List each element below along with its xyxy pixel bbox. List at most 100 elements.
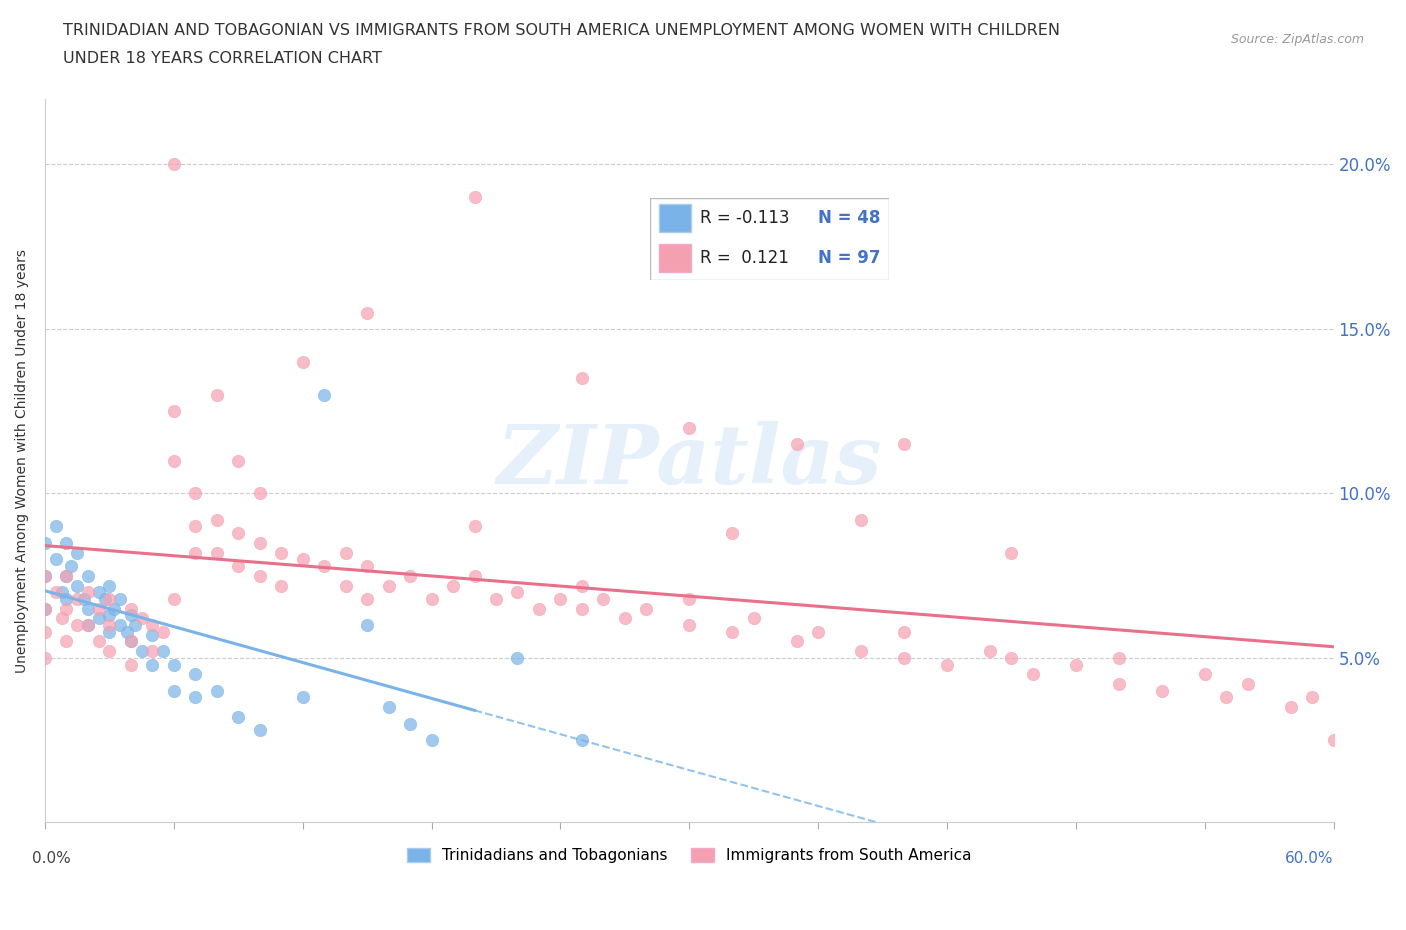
Point — [87, 601, 110, 616]
Point — [936, 658, 959, 672]
Point — [506, 650, 529, 665]
Text: N = 97: N = 97 — [817, 248, 880, 267]
Text: Source: ZipAtlas.com: Source: ZipAtlas.com — [1230, 33, 1364, 46]
Point — [55, 601, 77, 616]
Point — [141, 628, 163, 643]
Point — [420, 591, 443, 606]
Point — [849, 644, 872, 658]
Point — [592, 591, 614, 606]
Point — [1279, 700, 1302, 715]
Point — [270, 578, 292, 593]
Point — [141, 618, 163, 632]
FancyBboxPatch shape — [650, 197, 890, 280]
Point — [184, 486, 207, 501]
Point — [163, 684, 186, 698]
Y-axis label: Unemployment Among Women with Children Under 18 years: Unemployment Among Women with Children U… — [15, 248, 30, 672]
Point — [87, 585, 110, 600]
Point — [893, 650, 915, 665]
Point — [377, 578, 399, 593]
Point — [66, 618, 89, 632]
Point — [226, 558, 249, 573]
Point — [205, 684, 228, 698]
Point — [98, 591, 121, 606]
Point — [98, 624, 121, 639]
Point — [34, 601, 56, 616]
Point — [571, 601, 593, 616]
Text: R = -0.113: R = -0.113 — [700, 209, 790, 227]
Point — [120, 658, 142, 672]
Point — [1108, 677, 1130, 692]
Point — [77, 568, 100, 583]
Point — [120, 607, 142, 622]
Point — [184, 690, 207, 705]
Point — [636, 601, 658, 616]
Point — [678, 420, 700, 435]
Point — [314, 387, 336, 402]
Point — [1150, 684, 1173, 698]
Point — [184, 519, 207, 534]
Point — [335, 545, 357, 560]
Point — [55, 568, 77, 583]
Point — [1215, 690, 1237, 705]
Point — [152, 644, 174, 658]
Point — [45, 551, 67, 566]
FancyBboxPatch shape — [659, 244, 690, 272]
Point — [131, 644, 153, 658]
Text: N = 48: N = 48 — [817, 209, 880, 227]
Point — [66, 545, 89, 560]
Point — [45, 519, 67, 534]
Point — [979, 644, 1001, 658]
Point — [291, 354, 314, 369]
Point — [184, 545, 207, 560]
Point — [87, 634, 110, 649]
Text: ZIPatlas: ZIPatlas — [496, 420, 882, 500]
Point — [141, 658, 163, 672]
Point — [893, 624, 915, 639]
Point — [163, 658, 186, 672]
Point — [34, 650, 56, 665]
Point — [721, 624, 744, 639]
Point — [1000, 545, 1022, 560]
Point — [98, 644, 121, 658]
Point — [152, 624, 174, 639]
Point — [356, 618, 378, 632]
Point — [115, 624, 138, 639]
Point — [356, 305, 378, 320]
Point — [270, 545, 292, 560]
Point — [131, 611, 153, 626]
Point — [786, 634, 808, 649]
Point — [34, 601, 56, 616]
Legend: Trinidadians and Tobagonians, Immigrants from South America: Trinidadians and Tobagonians, Immigrants… — [401, 842, 977, 869]
Point — [464, 568, 486, 583]
Point — [571, 371, 593, 386]
Point — [51, 585, 73, 600]
Point — [441, 578, 464, 593]
Text: 60.0%: 60.0% — [1285, 851, 1334, 867]
Point — [163, 157, 186, 172]
Point — [249, 568, 271, 583]
Point — [571, 733, 593, 748]
Point — [77, 601, 100, 616]
Point — [807, 624, 830, 639]
Point — [55, 591, 77, 606]
Point — [34, 568, 56, 583]
Point — [314, 558, 336, 573]
Point — [55, 568, 77, 583]
Point — [613, 611, 636, 626]
Point — [103, 601, 125, 616]
Point — [77, 585, 100, 600]
Point — [464, 190, 486, 205]
Point — [1064, 658, 1087, 672]
Point — [124, 618, 146, 632]
Point — [893, 437, 915, 452]
Point — [205, 512, 228, 527]
Point — [120, 634, 142, 649]
Point — [786, 437, 808, 452]
Point — [66, 578, 89, 593]
Point — [291, 551, 314, 566]
Point — [571, 578, 593, 593]
Point — [849, 512, 872, 527]
Point — [721, 525, 744, 540]
Point — [226, 525, 249, 540]
Text: UNDER 18 YEARS CORRELATION CHART: UNDER 18 YEARS CORRELATION CHART — [63, 51, 382, 66]
